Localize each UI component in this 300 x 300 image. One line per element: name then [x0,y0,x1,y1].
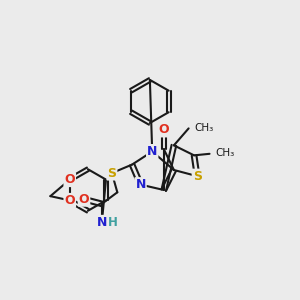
Text: N: N [135,178,146,191]
Text: O: O [64,194,75,207]
Text: S: S [193,169,202,183]
Text: CH₃: CH₃ [216,148,235,158]
Text: S: S [107,167,116,180]
Text: H: H [108,216,118,229]
Text: N: N [147,145,158,158]
Text: O: O [158,123,169,136]
Text: N: N [97,216,107,229]
Text: O: O [64,173,75,186]
Text: O: O [79,193,89,206]
Text: CH₃: CH₃ [195,123,214,133]
